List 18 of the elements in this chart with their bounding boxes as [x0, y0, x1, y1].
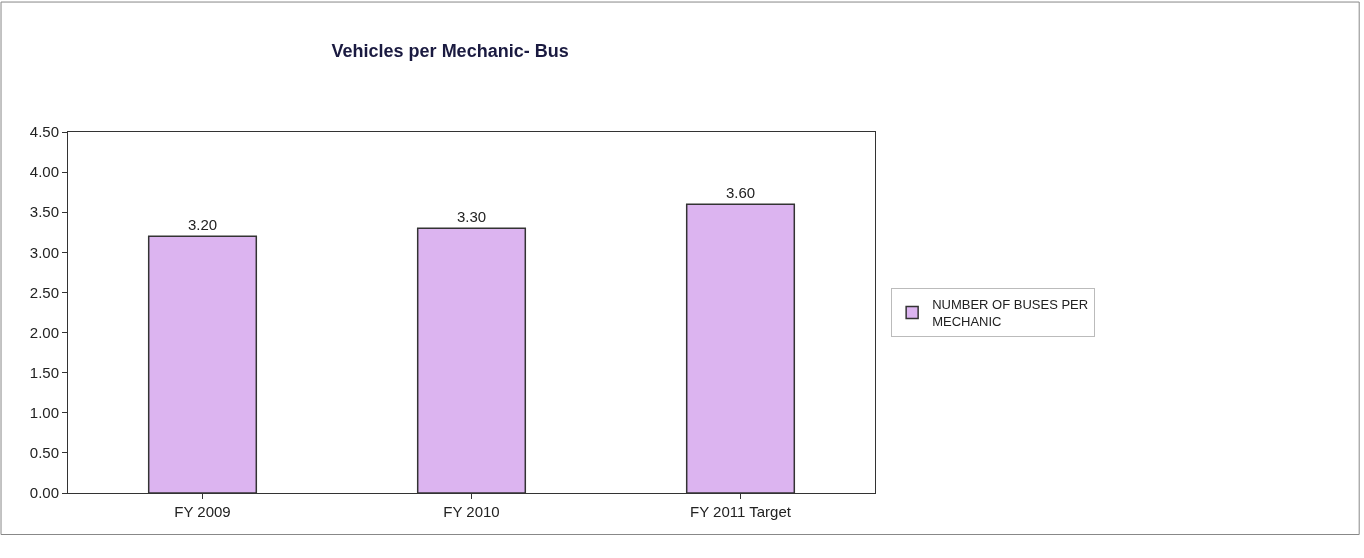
- y-tick-label: 3.00: [29, 243, 59, 261]
- y-tick-label: 2.50: [29, 283, 59, 301]
- y-tick-label: 4.00: [29, 163, 59, 181]
- y-tick-label: 3.50: [29, 203, 59, 221]
- y-tick-label: 2.00: [29, 323, 59, 341]
- data-label: 3.20: [187, 216, 218, 234]
- y-tick-label: 0.00: [29, 484, 59, 502]
- data-label: 3.60: [725, 184, 756, 202]
- x-tick-label: FY 2010: [443, 503, 500, 520]
- y-tick-label: 1.50: [29, 363, 59, 381]
- x-tick-label: FY 2009: [174, 503, 231, 520]
- x-tick-label: FY 2011 Target: [690, 503, 792, 520]
- y-tick-label: 1.00: [29, 404, 59, 422]
- chart-title: Vehicles per Mechanic- Bus: [331, 40, 569, 61]
- y-tick-label: 4.50: [29, 123, 59, 141]
- data-label: 3.30: [456, 208, 487, 226]
- y-tick-label: 0.50: [29, 444, 59, 462]
- legend-label: NUMBER OF BUSES PER MECHANIC: [932, 297, 1089, 329]
